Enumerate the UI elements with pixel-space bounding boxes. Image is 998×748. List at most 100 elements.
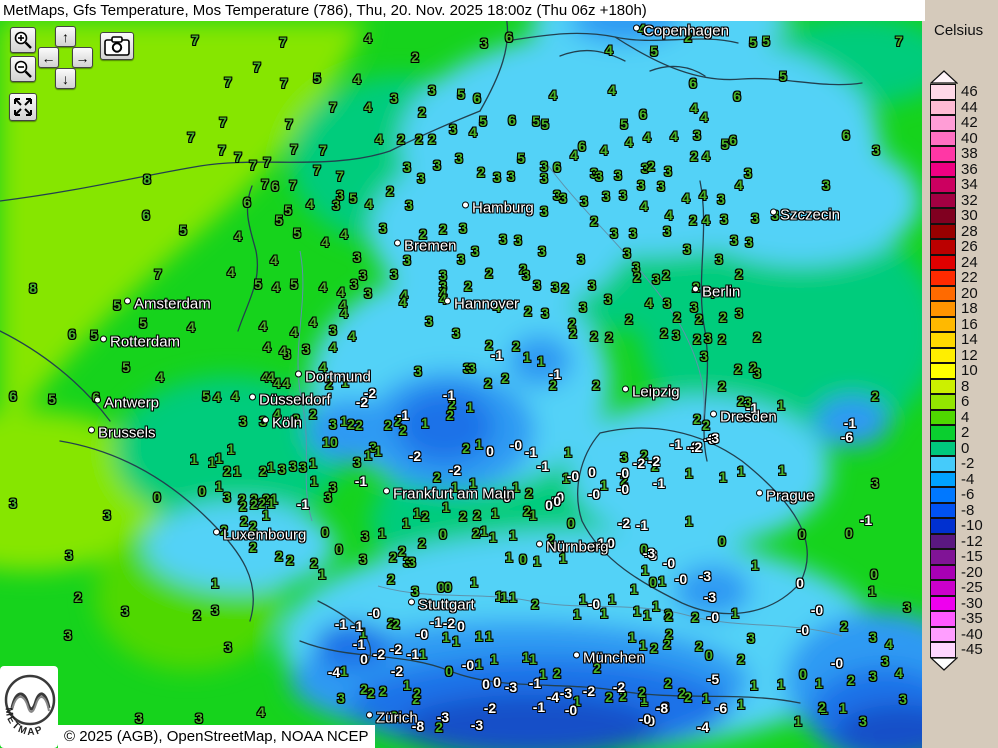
legend-row: 0	[930, 439, 983, 457]
temp-value: 1	[702, 690, 710, 706]
temp-value: 4	[273, 406, 281, 422]
temp-value: 3	[822, 177, 830, 193]
temp-value: 2	[695, 638, 703, 654]
pan-down-button[interactable]: ↓	[55, 68, 76, 89]
city-label-k-ln: Köln	[262, 415, 302, 432]
temp-value: 1	[419, 646, 427, 662]
legend-color-box	[930, 270, 956, 286]
temp-value: 2	[418, 535, 426, 551]
legend-row: -45	[930, 642, 983, 658]
temp-value: 5	[113, 297, 121, 313]
map-canvas[interactable]	[0, 21, 922, 748]
temp-value: 4	[640, 198, 648, 214]
temp-value: 2	[718, 378, 726, 394]
legend-color-box	[930, 611, 956, 627]
city-name: Szczecin	[780, 206, 841, 224]
pan-left-button[interactable]: ←	[38, 47, 59, 68]
pan-up-button[interactable]: ↑	[55, 26, 76, 47]
temp-value: 1	[359, 625, 367, 641]
zoom-in-button[interactable]	[10, 27, 36, 53]
temp-value: -1	[396, 407, 410, 423]
temp-value: 3	[903, 599, 911, 615]
temp-value: 4	[353, 71, 361, 87]
temp-value: 2	[531, 596, 539, 612]
temp-value: -0	[638, 711, 652, 727]
temp-value: 1	[630, 581, 638, 597]
temp-value: 2	[718, 331, 726, 347]
city-name: Prague	[766, 487, 815, 505]
temp-value: 7	[187, 129, 195, 145]
temp-value: 1	[491, 505, 499, 521]
temp-value: -0	[706, 609, 720, 625]
temp-value: 3	[65, 547, 73, 563]
temp-value: 3	[408, 554, 416, 570]
temp-value: 3	[350, 276, 358, 292]
temp-value: -2	[582, 683, 596, 699]
temp-value: 2	[484, 375, 492, 391]
temp-value: 3	[224, 639, 232, 655]
temp-value: -0	[587, 596, 601, 612]
temp-value: 7	[285, 116, 293, 132]
temp-value: -2	[448, 462, 462, 478]
temp-value: -1	[490, 347, 504, 363]
legend-label: -40	[961, 625, 983, 643]
temp-value: -1	[592, 535, 606, 551]
fullscreen-button[interactable]	[9, 93, 37, 121]
temp-value: 1	[529, 507, 537, 523]
temp-value: 3	[693, 127, 701, 143]
legend-label: 0	[961, 439, 970, 457]
temp-value: 1	[500, 589, 508, 605]
temp-value: 0	[870, 566, 878, 582]
temp-value: 1	[215, 450, 223, 466]
temp-value: 1	[233, 463, 241, 479]
legend-row: 4	[930, 409, 983, 425]
temp-value: 1	[374, 443, 382, 459]
zoom-out-button[interactable]	[10, 56, 36, 82]
temp-value: 4	[257, 704, 265, 720]
temp-value: 5	[139, 315, 147, 331]
temp-value: -0	[616, 465, 630, 481]
city-label-m-nchen: München	[573, 650, 645, 667]
legend-label: 8	[961, 377, 970, 395]
temperature-field	[0, 21, 922, 748]
legend-row: 44	[930, 99, 983, 115]
temp-value: 7	[253, 59, 261, 75]
city-marker-icon	[692, 285, 699, 293]
temp-value: 1	[533, 553, 541, 569]
legend-label: -15	[961, 548, 983, 566]
city-label-hamburg: Hamburg	[462, 200, 534, 217]
temp-value: 7	[895, 33, 903, 49]
temp-value: 3	[414, 363, 422, 379]
temp-value: 2	[691, 609, 699, 625]
temp-value: 2	[663, 636, 671, 652]
legend-label: -6	[961, 486, 975, 504]
temp-value: 4	[348, 328, 356, 344]
pan-right-button[interactable]: →	[72, 47, 93, 68]
temp-value: 2	[702, 417, 710, 433]
temp-value: 5	[275, 212, 283, 228]
temp-value: 5	[254, 276, 262, 292]
temp-value: 3	[899, 691, 907, 707]
temp-value: -3	[703, 589, 717, 605]
arrow-right-icon: →	[75, 49, 90, 66]
snapshot-button[interactable]	[100, 32, 134, 60]
temp-value: 0	[457, 618, 465, 634]
temp-value: 2	[638, 684, 646, 700]
temp-value: -2	[363, 385, 377, 401]
temp-value: 3	[663, 223, 671, 239]
temp-value: 3	[359, 267, 367, 283]
temp-value: 2	[633, 269, 641, 285]
temp-value: -2	[617, 515, 631, 531]
city-marker-icon	[249, 393, 256, 401]
temp-value: -0	[564, 702, 578, 718]
city-marker-icon	[408, 598, 415, 606]
temp-value: 2	[735, 266, 743, 282]
temp-value: 2	[250, 491, 258, 507]
temp-value: 3	[580, 193, 588, 209]
temp-value: 4	[600, 142, 608, 158]
legend-label: 46	[961, 83, 978, 101]
temp-value: 3	[623, 245, 631, 261]
temp-value: 2	[695, 311, 703, 327]
temp-value: 4	[682, 190, 690, 206]
legend-title: Celsius	[934, 22, 984, 39]
